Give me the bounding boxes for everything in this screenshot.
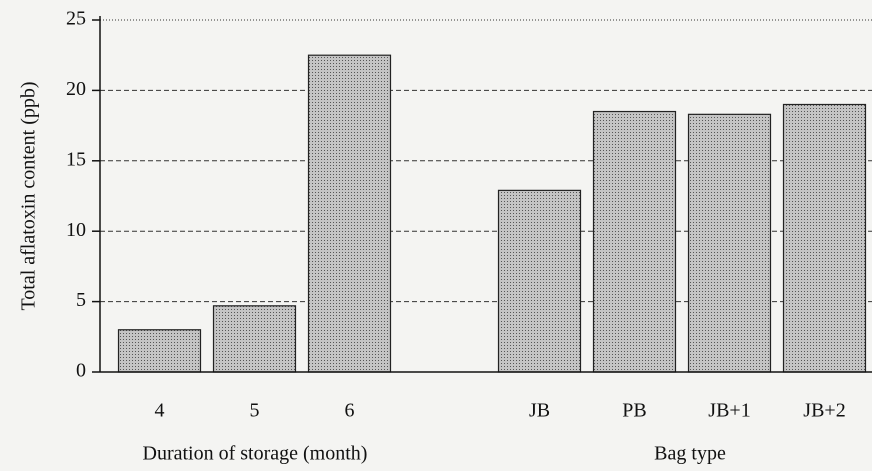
- y-tick-label: 0: [76, 360, 86, 382]
- x-tick-label: 5: [250, 400, 260, 422]
- group-label: Duration of storage (month): [143, 443, 368, 465]
- x-tick-label: 4: [155, 400, 165, 422]
- bar: [687, 113, 772, 373]
- y-tick-label: 10: [66, 219, 86, 241]
- y-tick-label: 25: [66, 8, 86, 30]
- bar: [782, 103, 867, 373]
- bar: [307, 54, 392, 373]
- bar: [117, 329, 202, 373]
- x-tick-label: PB: [622, 400, 646, 422]
- bar: [212, 305, 297, 373]
- x-tick-label: JB+1: [708, 400, 750, 422]
- y-tick-label: 5: [76, 289, 86, 311]
- bar: [497, 189, 582, 373]
- x-tick-label: JB: [529, 400, 550, 422]
- x-tick-label: JB+2: [803, 400, 845, 422]
- bar: [592, 110, 677, 373]
- x-tick-label: 6: [345, 400, 355, 422]
- y-axis-label: Total aflatoxin content (ppb): [18, 81, 40, 310]
- group-label: Bag type: [654, 443, 726, 465]
- y-tick-label: 20: [66, 78, 86, 100]
- y-tick-label: 15: [66, 148, 86, 170]
